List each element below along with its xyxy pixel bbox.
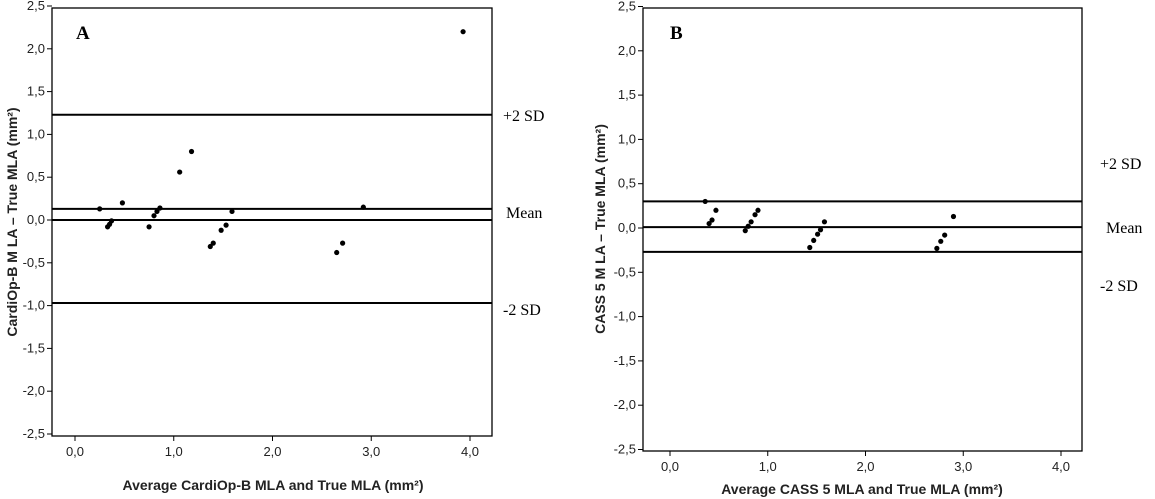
- panel-a-y-axis-title: CardiOp-B M LA – True MLA (mm²): [4, 107, 20, 336]
- b-data-point: [938, 238, 944, 244]
- panel-b-y-ticks: -2,5 -2,0 -1,5 -1,0 -0,5 0,0 0,5 1,0 1,5 2,0 2,5: [614, 0, 643, 457]
- b-y-tick-label: 2,0: [618, 43, 636, 58]
- b-y-tick-label: -1,5: [614, 353, 636, 368]
- a-y-tick-label: -1,5: [23, 340, 45, 355]
- b-y-tick-label: 0,0: [618, 220, 636, 235]
- b-x-tick-label: 0,0: [661, 459, 679, 474]
- b-y-tick-label: 1,0: [618, 131, 636, 146]
- a-y-tick-label: -1,0: [23, 298, 45, 313]
- panel-b: B -2,5 -2,0 -1,5 -1,0 -0,5 0,0 0,5 1,0 1,5 2,0 2,5…: [592, 0, 1142, 497]
- panel-b-x-ticks: 0,0 1,0 2,0 3,0 4,0: [661, 451, 1070, 474]
- a-data-point: [97, 206, 103, 212]
- panel-b-x-axis-title: Average CASS 5 MLA and True MLA (mm²): [721, 481, 1003, 497]
- panel-a-x-axis-title: Average CardiOp-B MLA and True MLA (mm²): [122, 477, 423, 493]
- a-data-point: [151, 213, 157, 219]
- a-y-tick-label: 0,0: [27, 212, 45, 227]
- b-data-point: [713, 207, 719, 213]
- a-data-point: [223, 222, 229, 228]
- panel-b-points: [702, 198, 957, 251]
- panel-a-y-ticks: -2,5 -2,0 -1,5 -1,0 -0,5 0,0 0,5 1,0 1,5 2,0 2,5: [23, 0, 52, 441]
- panel-b-mean-label: Mean: [1106, 220, 1142, 237]
- a-data-point: [340, 240, 346, 246]
- b-data-point: [748, 219, 754, 225]
- b-data-point: [742, 228, 748, 234]
- panel-b-y-axis-title: CASS 5 M LA – True MLA (mm²): [592, 124, 608, 334]
- a-data-point: [157, 205, 163, 211]
- b-data-point: [755, 207, 761, 213]
- a-x-tick-label: 3,0: [362, 444, 380, 459]
- a-data-point: [210, 240, 216, 246]
- a-y-tick-label: -2,5: [23, 426, 45, 441]
- a-data-point: [207, 243, 213, 250]
- b-data-point: [934, 245, 940, 251]
- panel-b-plot-frame: [642, 7, 1083, 452]
- b-x-tick-label: 4,0: [1052, 459, 1070, 474]
- panel-a-mean-label: Mean: [506, 205, 542, 222]
- panel-a-points: [97, 29, 466, 256]
- panel-a-plus2sd-label: +2 SD: [503, 108, 544, 125]
- b-y-tick-label: -2,5: [614, 442, 636, 457]
- b-y-tick-label: -1,0: [614, 309, 636, 324]
- a-data-point: [334, 249, 340, 256]
- a-data-point: [229, 208, 235, 215]
- b-data-point: [745, 223, 751, 229]
- panel-a-x-ticks: 0,0 1,0 2,0 3,0 4,0: [66, 436, 479, 459]
- a-y-tick-label: 1,0: [27, 126, 45, 141]
- a-data-point: [146, 224, 152, 230]
- b-data-point: [706, 220, 712, 227]
- b-y-tick-label: 2,5: [618, 0, 636, 14]
- a-y-tick-label: 2,5: [27, 0, 45, 13]
- b-y-tick-label: 0,5: [618, 176, 636, 191]
- a-y-tick-label: 2,0: [27, 41, 45, 56]
- b-data-point: [702, 198, 708, 205]
- panel-b-minus2sd-label: -2 SD: [1100, 278, 1138, 295]
- a-data-point: [108, 218, 115, 224]
- a-x-tick-label: 1,0: [165, 444, 183, 459]
- a-data-point: [154, 208, 160, 215]
- panel-a-reference-lines: [52, 113, 492, 305]
- panel-a-letter: A: [76, 23, 90, 44]
- b-x-tick-label: 2,0: [856, 459, 874, 474]
- b-y-tick-label: -2,0: [614, 397, 636, 412]
- a-x-tick-label: 2,0: [263, 444, 281, 459]
- b-x-tick-label: 1,0: [759, 459, 777, 474]
- panel-a-minus2sd-label: -2 SD: [503, 302, 541, 319]
- b-y-tick-label: -0,5: [614, 264, 636, 279]
- b-data-point: [807, 244, 813, 251]
- b-data-point: [815, 231, 821, 237]
- a-data-point: [360, 204, 366, 210]
- a-x-tick-label: 0,0: [66, 444, 84, 459]
- a-data-point: [177, 169, 183, 175]
- a-y-tick-label: 0,5: [27, 169, 45, 184]
- panel-b-reference-lines: [643, 200, 1082, 253]
- b-data-point: [752, 212, 758, 218]
- panel-b-letter: B: [670, 23, 683, 44]
- b-data-point: [709, 217, 715, 223]
- panel-b-plus2sd-label: +2 SD: [1100, 156, 1141, 173]
- a-x-tick-label: 4,0: [461, 444, 479, 459]
- b-y-tick-label: 1,5: [618, 87, 636, 102]
- b-x-tick-label: 3,0: [954, 459, 972, 474]
- b-data-point: [811, 237, 817, 244]
- b-data-point: [821, 219, 828, 225]
- a-y-tick-label: -0,5: [23, 255, 45, 270]
- a-y-tick-label: 1,5: [27, 84, 45, 99]
- a-data-point: [460, 29, 466, 35]
- panel-a: A -2,5 -2,0 -1,5 -1,0 -0,5 0,0 0,5 1,0 1,5 2,0 2,5…: [4, 0, 544, 493]
- b-data-point: [950, 213, 957, 220]
- panel-a-plot-frame: [51, 7, 493, 437]
- a-y-tick-label: -2,0: [23, 383, 45, 398]
- b-data-point: [942, 232, 948, 238]
- a-data-point: [218, 227, 224, 233]
- b-data-point: [817, 227, 824, 233]
- a-data-point: [188, 148, 195, 155]
- a-data-point: [119, 200, 125, 206]
